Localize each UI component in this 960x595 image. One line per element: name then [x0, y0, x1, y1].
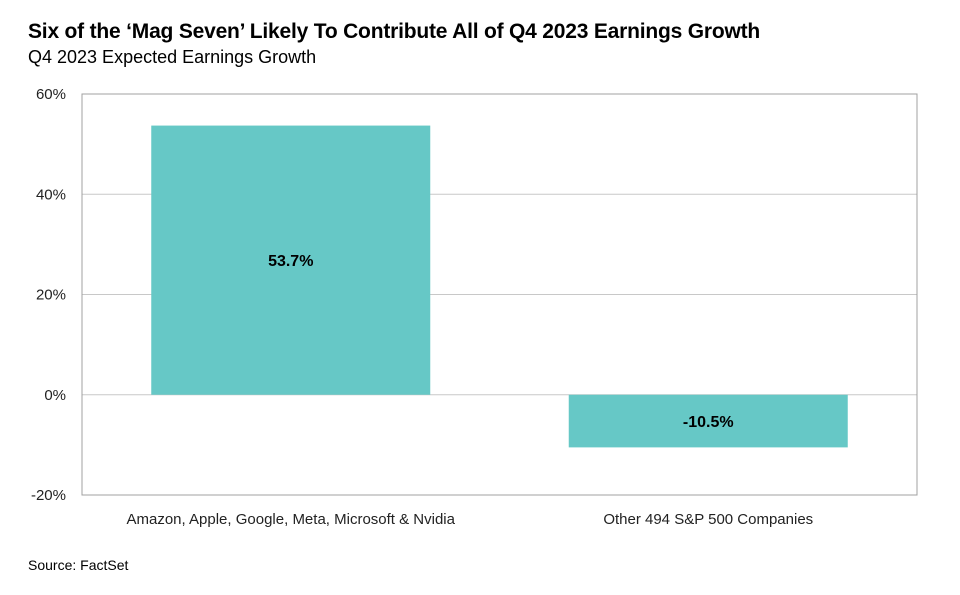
- bar: [151, 125, 431, 395]
- source-note: Source: FactSet: [28, 557, 129, 573]
- x-category-label: Other 494 S&P 500 Companies: [603, 511, 813, 528]
- y-tick-label: 0%: [44, 387, 66, 404]
- y-tick-label: 60%: [36, 86, 66, 103]
- plot-area: [81, 93, 918, 496]
- chart-title: Six of the ‘Mag Seven’ Likely To Contrib…: [28, 20, 761, 43]
- data-label: 53.7%: [268, 253, 313, 270]
- bar: [568, 394, 848, 448]
- data-label: -10.5%: [683, 414, 734, 431]
- y-tick-label: 20%: [36, 287, 66, 304]
- y-tick-label: -20%: [31, 487, 66, 504]
- y-tick-label: 40%: [36, 186, 66, 203]
- chart-subtitle: Q4 2023 Expected Earnings Growth: [28, 47, 317, 67]
- x-category-label: Amazon, Apple, Google, Meta, Microsoft &…: [127, 511, 456, 528]
